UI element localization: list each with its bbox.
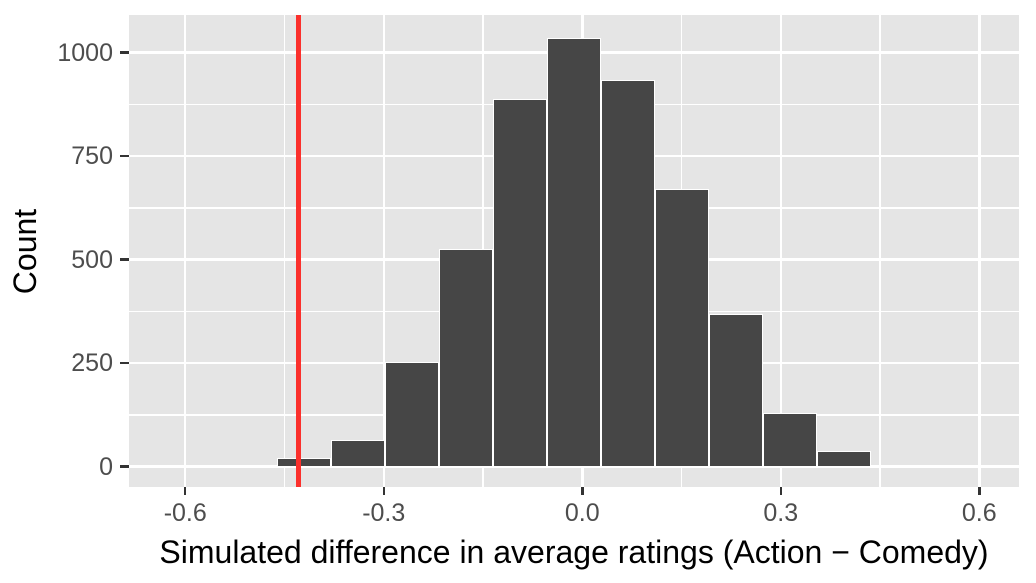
y-tick-label: 750 [71,142,113,171]
histogram-bar [763,413,818,467]
y-tick-mark [120,51,129,54]
histogram-bar [871,464,926,467]
histogram-bar [223,464,278,467]
x-axis-title: Simulated difference in average ratings … [159,534,989,570]
x-tick-label: 0.6 [961,499,997,527]
histogram-bar [439,248,494,467]
histogram-bar [817,450,872,467]
gridline-x-minor [879,15,881,487]
gridline-x-major [382,15,385,487]
y-tick-mark [120,361,129,365]
histogram-bar [655,188,710,467]
gridline-x-major [183,15,187,487]
x-tick-mark [581,487,584,495]
x-tick-label: -0.6 [163,499,207,527]
x-tick-mark [183,487,187,495]
x-tick-label: 0.3 [763,499,799,527]
histogram-bar [493,98,548,467]
observed-difference-line [295,15,301,487]
y-tick-label: 0 [99,452,113,481]
histogram-bar [709,314,764,467]
histogram-bar [129,465,170,468]
gridline-x-major [779,15,783,487]
plot-panel [129,15,1019,487]
histogram-bar [277,457,332,467]
gridline-x-minor [283,15,286,487]
x-tick-mark [779,487,783,495]
gridline-x-major [978,15,981,487]
y-tick-mark [120,154,129,158]
x-tick-label: -0.3 [362,499,406,527]
x-tick-label: 0.0 [564,499,600,527]
y-tick-label: 1000 [57,38,113,67]
x-tick-mark [382,487,385,495]
histogram-bar [601,80,656,467]
y-tick-mark [120,258,129,261]
x-tick-mark [978,487,981,495]
histogram-bar [331,439,386,467]
y-tick-mark [120,465,129,468]
histogram-bar [169,466,224,469]
y-tick-label: 500 [71,245,113,274]
histogram-bar [547,38,602,467]
y-tick-label: 250 [71,349,113,378]
histogram-bar [385,361,440,467]
gridline-y-major [129,465,1019,468]
